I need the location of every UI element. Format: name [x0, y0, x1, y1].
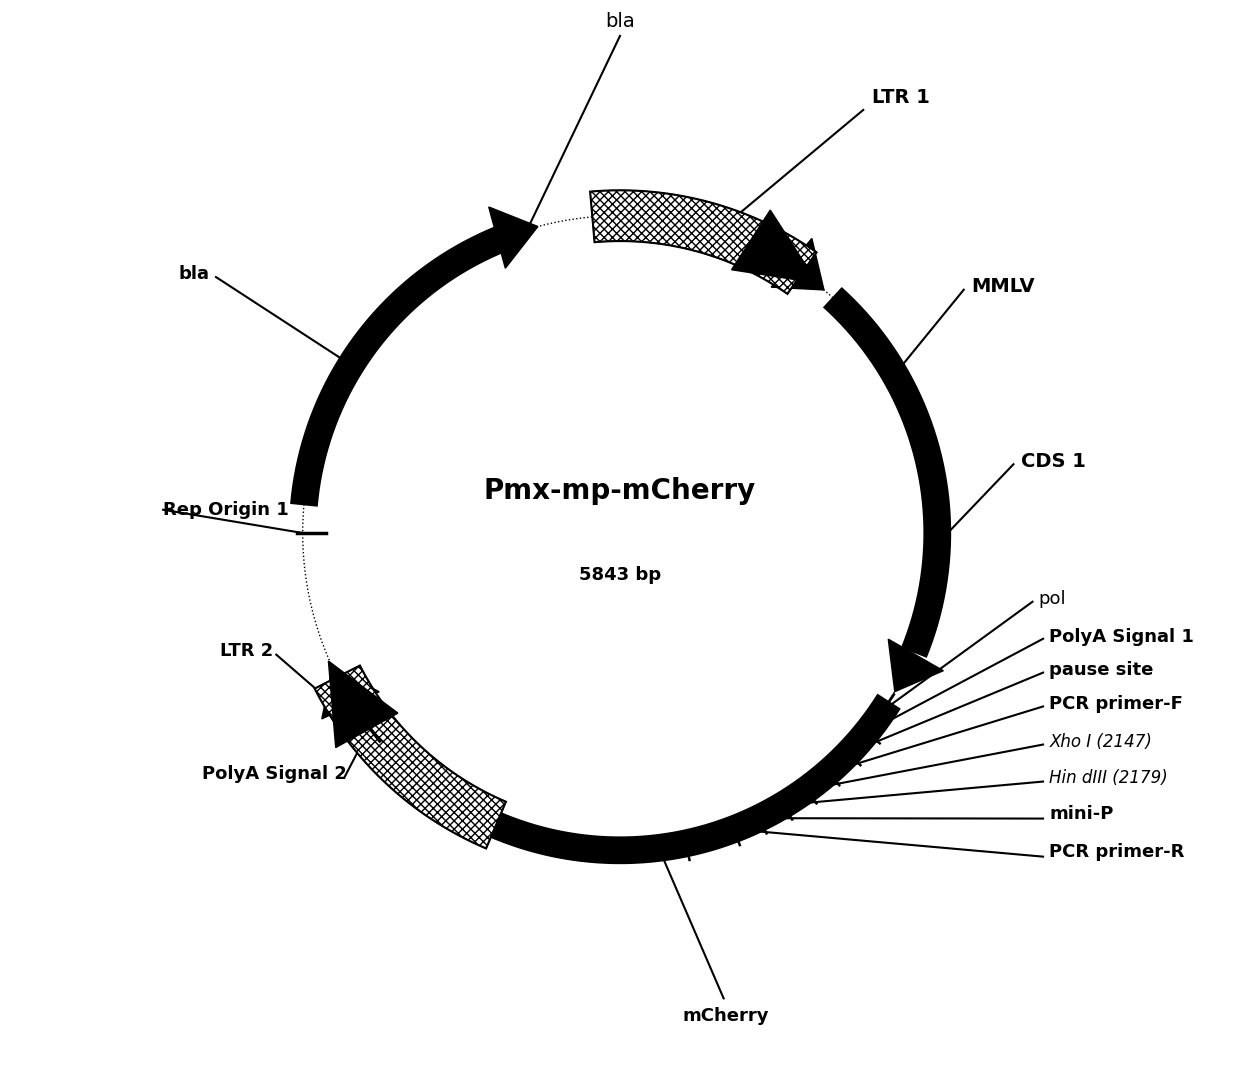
Text: PolyA Signal 1: PolyA Signal 1: [1049, 628, 1194, 646]
Text: pause site: pause site: [1049, 662, 1153, 679]
Polygon shape: [888, 640, 944, 692]
Text: pol: pol: [1039, 589, 1066, 608]
Polygon shape: [732, 210, 817, 284]
Text: MMLV: MMLV: [971, 277, 1034, 296]
Text: LTR 2: LTR 2: [219, 643, 273, 661]
Polygon shape: [590, 191, 817, 294]
Text: mCherry: mCherry: [682, 1006, 769, 1024]
Polygon shape: [322, 667, 379, 718]
Text: Rep Origin 1: Rep Origin 1: [164, 501, 289, 519]
Text: 5843 bp: 5843 bp: [579, 566, 661, 584]
Text: Pmx-mp-mCherry: Pmx-mp-mCherry: [484, 477, 756, 504]
Text: LTR 1: LTR 1: [872, 87, 930, 107]
Text: PCR primer-F: PCR primer-F: [1049, 695, 1183, 713]
Text: PolyA Signal 2: PolyA Signal 2: [202, 765, 347, 784]
Polygon shape: [329, 661, 398, 747]
Text: CDS 1: CDS 1: [1021, 452, 1086, 470]
Text: bla: bla: [605, 12, 635, 31]
Text: PCR primer-R: PCR primer-R: [1049, 843, 1184, 861]
Text: Hin dIII (2179): Hin dIII (2179): [1049, 770, 1168, 788]
Polygon shape: [489, 207, 538, 269]
Text: Xho I (2147): Xho I (2147): [1049, 733, 1152, 752]
Polygon shape: [315, 665, 506, 849]
Text: mini-P: mini-P: [1049, 805, 1114, 823]
Polygon shape: [771, 239, 823, 290]
Text: bla: bla: [179, 264, 210, 282]
